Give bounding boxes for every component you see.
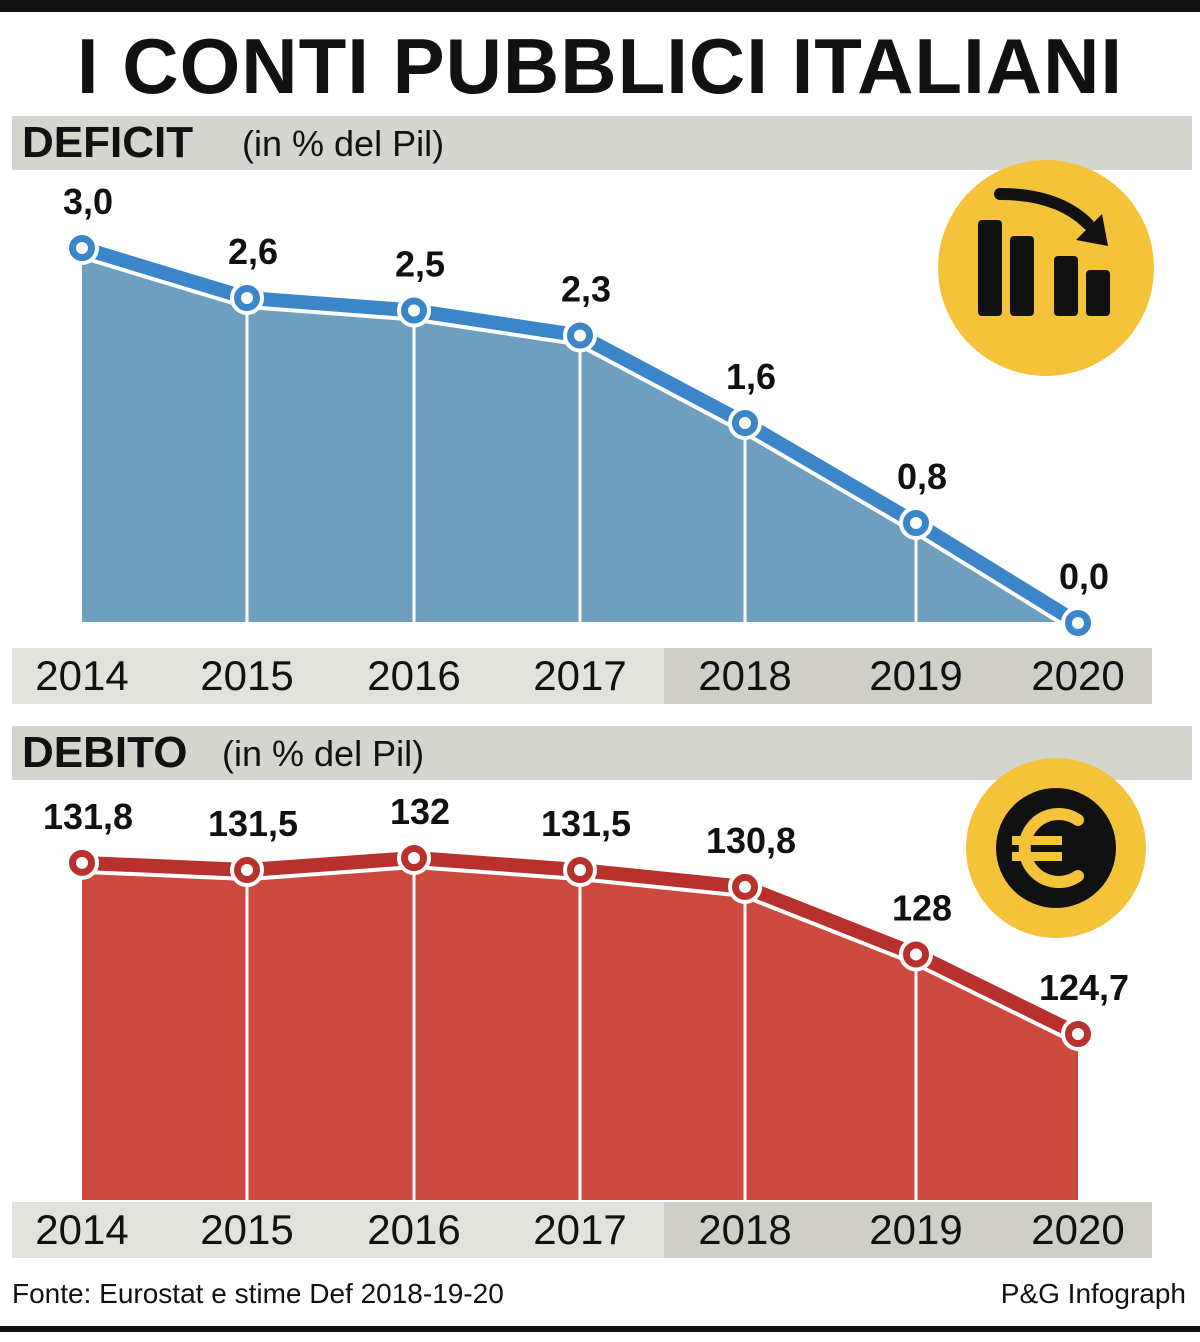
deficit-badge [938,160,1154,376]
declining-bar-chart-icon [978,188,1110,316]
deficit-year-axis: 2014 2015 2016 2017 2018 2019 2020 [12,648,1152,704]
debito-unit: (in % del Pil) [222,733,425,774]
data-point-center [910,517,922,529]
year-tick-label: 2017 [533,652,627,699]
data-label: 124,7 [1039,967,1129,1008]
data-point-center [739,417,751,429]
data-label: 3,0 [63,181,113,222]
debito-area-chart: 131,8 131,5 132 131,5 130,8 128 124,7 [43,791,1129,1200]
data-label: 2,3 [561,269,611,310]
debito-title: DEBITO [22,728,188,777]
year-tick-label: 2019 [869,1206,963,1253]
year-tick-label: 2014 [35,652,129,699]
deficit-header: DEFICIT (in % del Pil) [12,116,1192,170]
deficit-area-chart: 3,0 2,6 2,5 2,3 1,6 0,8 0,0 [63,181,1109,640]
data-point-center [910,948,922,961]
data-point-center [241,864,253,877]
debito-year-axis: 2014 2015 2016 2017 2018 2019 2020 [12,1202,1152,1258]
year-tick-label: 2018 [698,1206,792,1253]
data-point-center [408,304,420,317]
data-label: 2,5 [395,244,445,285]
data-label: 1,6 [726,356,776,397]
year-tick-label: 2014 [35,1206,129,1253]
data-label: 0,0 [1059,556,1109,597]
data-point-center [739,880,751,893]
deficit-unit: (in % del Pil) [242,123,445,164]
year-tick-label: 2015 [200,652,294,699]
source-note: Fonte: Eurostat e stime Def 2018-19-20 [12,1278,504,1309]
data-point-center [1072,617,1084,629]
data-label: 132 [390,791,450,832]
year-tick-label: 2016 [367,1206,461,1253]
data-label: 131,5 [541,803,631,844]
data-label: 130,8 [706,820,796,861]
data-point-center [76,856,88,869]
data-point-center [241,292,253,304]
debito-header: DEBITO (in % del Pil) [12,726,1192,780]
bottom-rule [0,1326,1200,1332]
data-point-center [574,864,586,877]
year-tick-label: 2020 [1031,1206,1125,1253]
top-rule [0,0,1200,12]
forecast-shade [664,648,1152,704]
credit-note: P&G Infograph [1000,1278,1186,1309]
data-label: 2,6 [228,231,278,272]
data-point-center [76,242,88,254]
year-tick-label: 2016 [367,652,461,699]
data-point-center [1072,1028,1084,1040]
year-tick-label: 2015 [200,1206,294,1253]
year-tick-label: 2017 [533,1206,627,1253]
debito-badge [966,758,1146,938]
year-tick-label: 2020 [1031,652,1125,699]
data-label: 131,8 [43,796,133,837]
deficit-title: DEFICIT [22,118,194,167]
data-point-center [408,852,420,864]
page-title: I CONTI PUBBLICI ITALIANI [76,22,1124,110]
data-label: 131,5 [208,803,298,844]
forecast-shade [664,1202,1152,1258]
year-tick-label: 2018 [698,652,792,699]
euro-coin-icon [996,788,1116,908]
data-label: 128 [892,887,952,928]
data-label: 0,8 [897,456,947,497]
data-point-center [574,329,586,342]
year-tick-label: 2019 [869,652,963,699]
